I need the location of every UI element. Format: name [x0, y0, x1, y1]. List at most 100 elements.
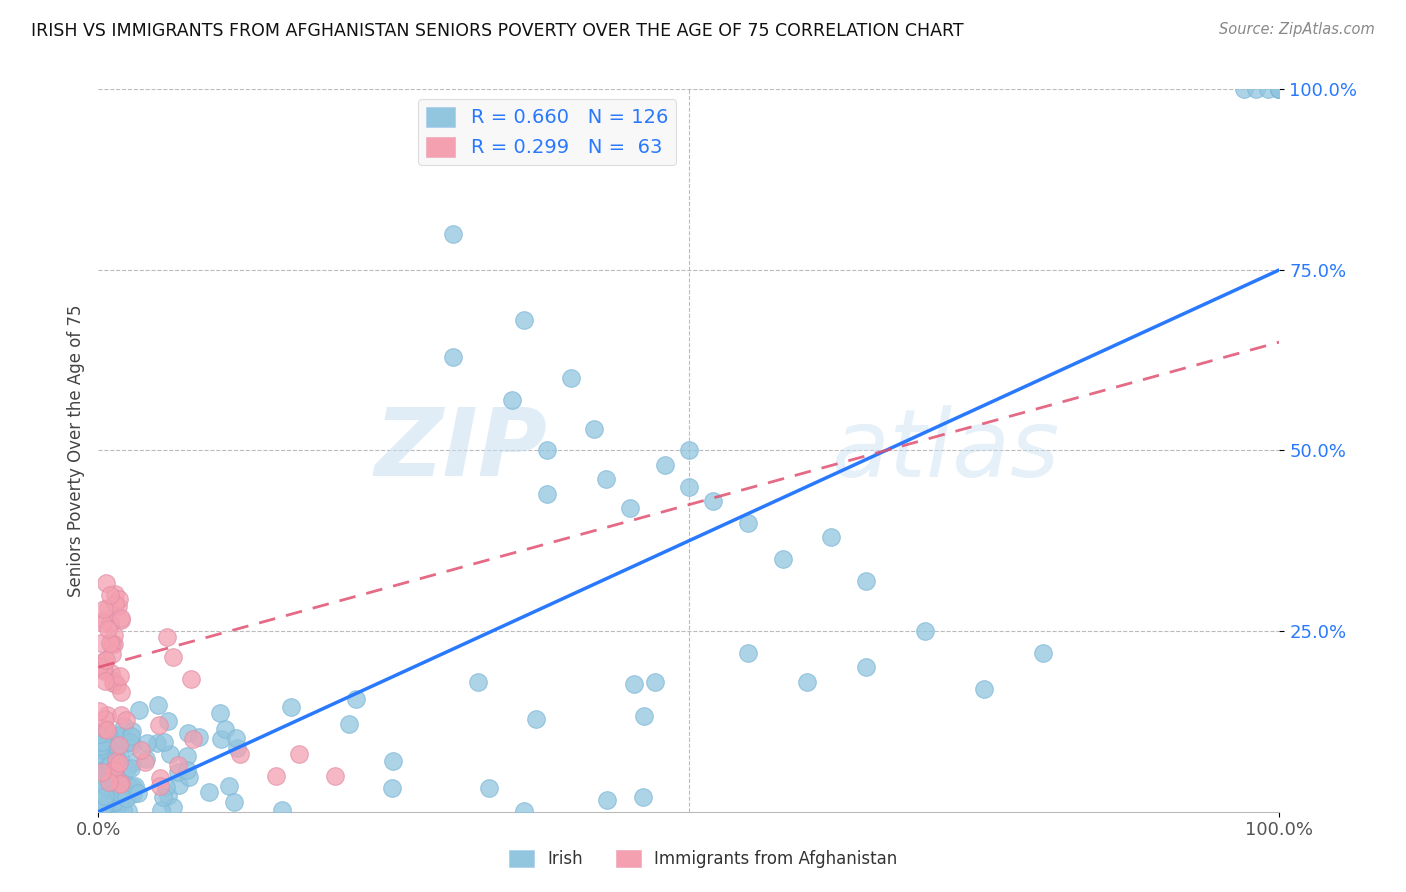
Point: [156, 789, 179, 803]
Legend: Irish, Immigrants from Afghanistan: Irish, Immigrants from Afghanistan: [502, 843, 904, 875]
Point: [91, 662, 114, 676]
Point: [97, 726, 120, 740]
Point: [441, 350, 464, 364]
Point: [94, 798, 117, 813]
Point: [90, 767, 112, 781]
Point: [176, 749, 198, 764]
Point: [91, 802, 114, 816]
Point: [512, 313, 534, 327]
Point: [117, 804, 139, 818]
Point: [1233, 82, 1256, 96]
Point: [631, 790, 654, 805]
Point: [107, 738, 129, 752]
Point: [100, 771, 122, 785]
Point: [115, 776, 138, 790]
Point: [197, 784, 219, 798]
Point: [94, 575, 117, 590]
Point: [96, 622, 118, 636]
Point: [796, 674, 818, 689]
Point: [560, 371, 582, 385]
Point: [323, 769, 346, 783]
Point: [214, 722, 236, 736]
Point: [177, 770, 200, 784]
Point: [94, 652, 117, 666]
Point: [115, 762, 138, 776]
Legend: R = 0.660   N = 126, R = 0.299   N =  63: R = 0.660 N = 126, R = 0.299 N = 63: [419, 99, 676, 165]
Point: [162, 650, 184, 665]
Point: [97, 775, 120, 789]
Point: [121, 788, 143, 802]
Point: [87, 704, 110, 718]
Point: [633, 709, 655, 723]
Point: [1268, 82, 1291, 96]
Point: [120, 761, 142, 775]
Point: [93, 743, 115, 757]
Point: [120, 729, 142, 743]
Point: [103, 778, 125, 792]
Point: [149, 779, 172, 793]
Point: [101, 647, 124, 661]
Point: [111, 803, 134, 817]
Point: [1244, 82, 1267, 96]
Point: [91, 616, 114, 631]
Point: [112, 732, 135, 747]
Point: [596, 792, 619, 806]
Point: [973, 681, 995, 696]
Point: [94, 712, 117, 726]
Point: [1257, 82, 1279, 96]
Point: [737, 646, 759, 660]
Point: [105, 749, 128, 764]
Point: [100, 666, 122, 681]
Point: [737, 516, 759, 530]
Point: [110, 685, 132, 699]
Point: [111, 783, 134, 797]
Point: [155, 780, 177, 794]
Point: [101, 637, 124, 651]
Point: [100, 799, 122, 814]
Point: [90, 735, 112, 749]
Point: [153, 735, 176, 749]
Point: [176, 763, 198, 777]
Point: [103, 628, 125, 642]
Point: [105, 678, 128, 692]
Y-axis label: Seniors Poverty Over the Age of 75: Seniors Poverty Over the Age of 75: [66, 304, 84, 597]
Point: [104, 749, 127, 764]
Point: [97, 601, 120, 615]
Point: [337, 717, 360, 731]
Point: [159, 747, 181, 761]
Text: ZIP: ZIP: [374, 404, 547, 497]
Point: [288, 747, 311, 761]
Point: [96, 707, 118, 722]
Point: [93, 614, 115, 628]
Point: [89, 764, 111, 778]
Point: [93, 757, 115, 772]
Point: [225, 731, 247, 746]
Point: [118, 735, 141, 749]
Point: [93, 654, 115, 668]
Point: [103, 796, 125, 810]
Point: [855, 574, 877, 588]
Point: [97, 776, 120, 790]
Point: [107, 785, 129, 799]
Point: [167, 764, 190, 779]
Point: [91, 765, 114, 780]
Point: [89, 727, 111, 741]
Point: [94, 789, 117, 803]
Point: [98, 636, 121, 650]
Point: [1268, 82, 1291, 96]
Point: [98, 588, 121, 602]
Point: [128, 703, 150, 717]
Point: [146, 736, 169, 750]
Point: [94, 741, 117, 756]
Point: [134, 756, 156, 770]
Text: atlas: atlas: [831, 405, 1059, 496]
Point: [108, 730, 131, 744]
Point: [135, 736, 157, 750]
Point: [513, 804, 536, 818]
Point: [90, 739, 112, 753]
Point: [96, 723, 118, 737]
Point: [98, 758, 121, 772]
Point: [105, 754, 128, 768]
Point: [107, 599, 129, 614]
Point: [110, 777, 132, 791]
